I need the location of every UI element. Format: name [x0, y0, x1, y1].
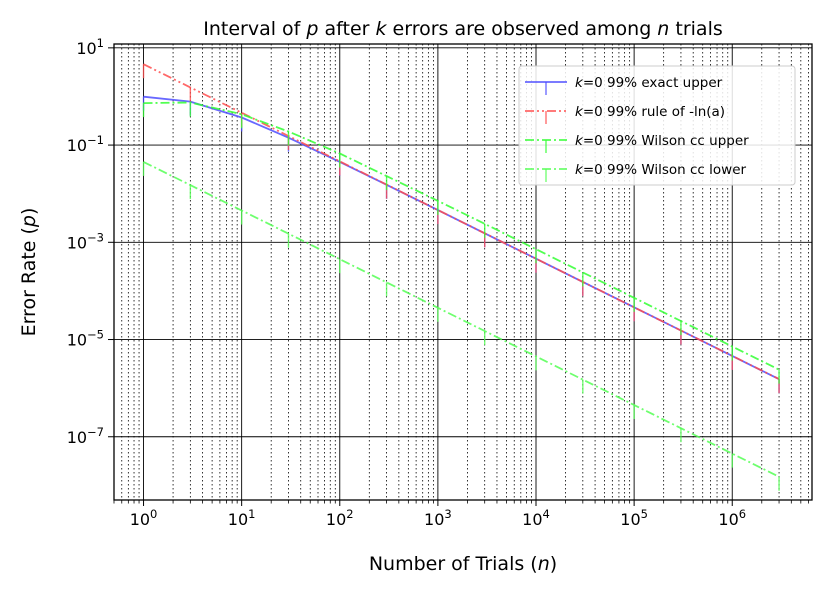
series-line-3 [143, 101, 780, 371]
legend-label-3: k=0 99% Wilson cc upper [575, 133, 749, 149]
x-axis-label: Number of Trials (n) [369, 553, 557, 575]
y-axis-label: Error Rate (p) [18, 208, 40, 337]
x-tick-label: 106 [718, 507, 746, 529]
series-line-4 [143, 161, 780, 478]
y-tick-label: 10−3 [67, 230, 104, 252]
y-tick-label: 101 [76, 36, 104, 58]
legend-label-2: k=0 99% rule of -ln(a) [575, 104, 725, 120]
grid [113, 44, 812, 500]
plot-frame [113, 43, 813, 501]
legend-label-4: k=0 99% Wilson cc lower [575, 162, 747, 178]
y-tick-label: 10−1 [67, 133, 104, 155]
x-tick-label: 102 [326, 507, 354, 529]
legend-box [518, 65, 796, 186]
ticks: 100 101 102 103 104 105 106 101 10−1 10−3 10−5 10−7 [67, 36, 809, 529]
y-tick-label: 10−5 [67, 328, 104, 350]
x-tick-label: 105 [620, 507, 648, 529]
legend: k=0 99% exact upper k=0 99% rule of -ln(a… [518, 65, 796, 186]
x-tick-label: 104 [522, 507, 550, 529]
legend-label-1: k=0 99% exact upper [575, 75, 723, 91]
x-tick-label: 103 [424, 507, 452, 529]
chart-title: Interval of p after k errors are observe… [203, 18, 723, 40]
x-tick-label: 101 [228, 507, 256, 529]
x-tick-label: 100 [130, 507, 158, 529]
series-layer [142, 63, 780, 491]
y-tick-label: 10−7 [67, 425, 104, 447]
